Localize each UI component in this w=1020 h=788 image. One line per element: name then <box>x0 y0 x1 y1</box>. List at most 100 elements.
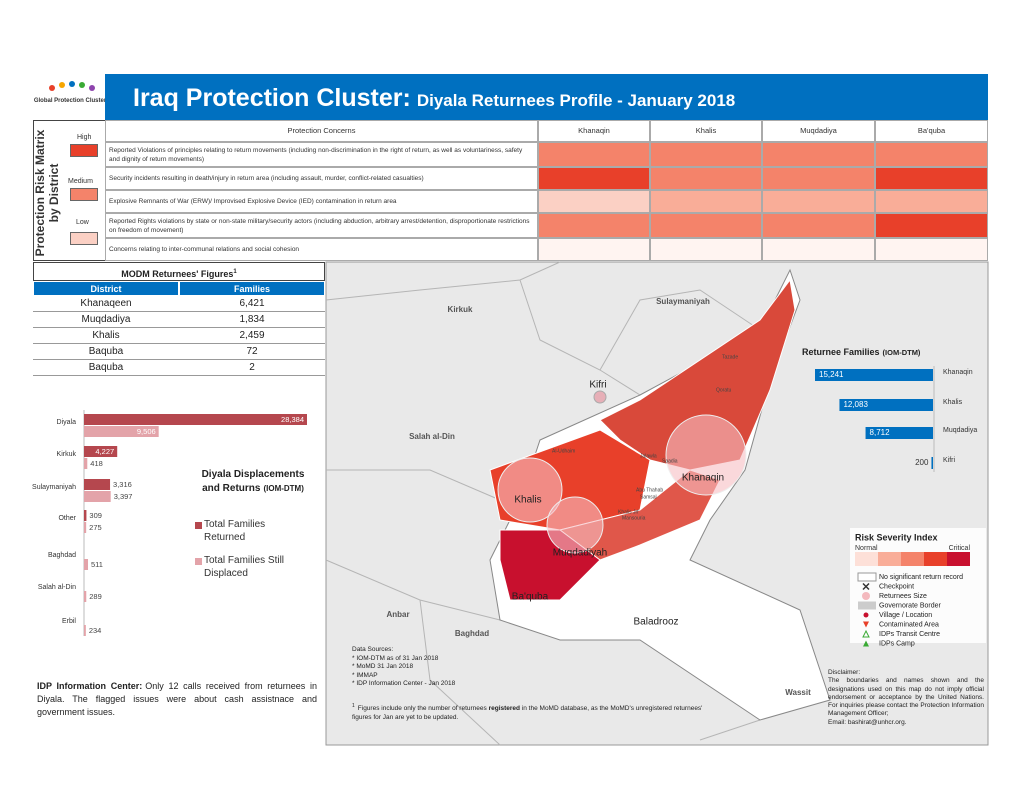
legend-label: Total Families Returned <box>204 519 266 543</box>
logo-figure <box>59 82 65 88</box>
bar <box>84 414 307 425</box>
scale-box <box>70 232 98 245</box>
map <box>325 261 989 746</box>
bar <box>84 625 86 636</box>
severity-swatch <box>924 552 947 566</box>
severity-swatch <box>901 552 924 566</box>
title-line2: and Returns <box>202 483 261 494</box>
footnote-part: registered <box>488 705 521 713</box>
scale-label: Low <box>76 219 89 226</box>
risk-cell <box>538 167 650 190</box>
disclaimer-title: Disclaimer: <box>828 669 861 676</box>
bar <box>84 426 159 437</box>
column-header: Ba'quba <box>875 120 988 142</box>
risk-cell <box>650 238 762 261</box>
governorate-label: Sulaymaniyah <box>656 297 710 306</box>
place-label: Al-Udhaim <box>552 448 575 454</box>
district-label: Baladrooz <box>633 617 678 628</box>
risk-cell <box>762 238 875 261</box>
severity-swatch <box>947 552 970 566</box>
column-header: Muqdadiya <box>762 120 875 142</box>
legend-item: IDPs Transit Centre <box>879 631 940 638</box>
category-label: Khalis <box>943 399 963 406</box>
risk-cell <box>650 167 762 190</box>
risk-cell <box>875 238 988 261</box>
footnote-part: Figures include only the number of retur… <box>357 705 489 713</box>
risk-cell <box>875 213 988 238</box>
governorate-label: Kirkuk <box>448 305 473 314</box>
title: Iraq Protection Cluster: <box>133 84 411 112</box>
risk-cell <box>538 142 650 167</box>
legend-icon <box>863 612 869 618</box>
title-source: (IOM-DTM) <box>882 348 921 357</box>
modm-header: Families <box>179 281 325 296</box>
bar <box>84 522 87 533</box>
bar <box>84 559 89 570</box>
bar <box>84 510 87 521</box>
risk-cell <box>650 142 762 167</box>
source-item: * MoMD 31 Jan 2018 <box>352 663 414 670</box>
footnote-part: in the MoMD database, as the MoMD's unre… <box>352 705 703 722</box>
risk-cell <box>650 213 762 238</box>
modm-cell: Baquba <box>33 344 179 360</box>
modm-cell: 2,459 <box>179 328 325 344</box>
value-label: 12,083 <box>843 400 868 409</box>
risk-cell <box>762 167 875 190</box>
governorate-label: Salah al-Din <box>409 432 455 441</box>
bar <box>839 399 933 411</box>
logo-figure <box>69 81 75 87</box>
bar <box>815 369 933 381</box>
district-label: Khanaqin <box>682 473 724 484</box>
place-label: Saadia <box>662 458 678 464</box>
bar <box>865 427 933 439</box>
legend-item: IDPs Camp <box>879 640 915 647</box>
logo-figure <box>89 85 95 91</box>
logo-figure <box>49 85 55 91</box>
disclaimer-text: The boundaries and names shown and the d… <box>828 677 984 718</box>
value-label: 9,506 <box>137 427 156 436</box>
modm-cell: Khalis <box>33 328 179 344</box>
legend-item: Governorate Border <box>879 602 942 609</box>
risk-cell <box>538 190 650 213</box>
risk-cell <box>762 190 875 213</box>
severity-swatch <box>878 552 901 566</box>
modm-cell: 2 <box>179 360 325 376</box>
risk-cell <box>538 213 650 238</box>
legend-icon <box>857 572 877 582</box>
governorate-label: Baghdad <box>455 629 489 638</box>
title-text: Returnee Families <box>802 347 880 357</box>
bar <box>931 457 933 469</box>
modm-cell: 6,421 <box>179 296 325 312</box>
logo-text: Global Protection Cluster <box>33 98 107 104</box>
legend-low: Normal <box>855 545 878 552</box>
legend-box <box>850 528 986 643</box>
governorate-label: Wassit <box>785 688 811 697</box>
scale-label: Medium <box>68 178 93 185</box>
value-label: 309 <box>89 511 102 520</box>
legend-item: Village / Location <box>879 612 932 619</box>
legend-item: Contaminated Area <box>879 621 939 628</box>
sources-title: Data Sources: <box>352 646 394 653</box>
legend-label: Total Families Still Displaced <box>204 555 285 579</box>
severity-swatch <box>855 552 878 566</box>
concern: Reported Rights violations by state or n… <box>105 213 538 238</box>
district-label: Muqdadiyah <box>553 548 607 559</box>
concern: Security incidents resulting in death/in… <box>105 167 538 190</box>
title-line: Diyala Displacements <box>201 469 305 480</box>
bar <box>84 458 88 469</box>
governorate-border <box>325 261 761 746</box>
value-label: 511 <box>91 560 103 569</box>
modm-cell: Muqdadiya <box>33 312 179 328</box>
legend-item: Returnees Size <box>879 593 927 600</box>
title-line: and Returns (IOM-DTM) <box>188 482 318 496</box>
source-item: * IMMAP <box>352 671 378 679</box>
modm-cell: Baquba <box>33 360 179 376</box>
category-label: Sulaymaniyah <box>32 484 76 491</box>
column-header: Khanaqin <box>538 120 650 142</box>
modm-title-text: MODM Returnees' Figures <box>121 269 234 279</box>
place-label: Samsal <box>640 494 657 500</box>
category-label: Muqdadiya <box>943 427 977 434</box>
category-label: Salah al-Din <box>38 584 76 591</box>
